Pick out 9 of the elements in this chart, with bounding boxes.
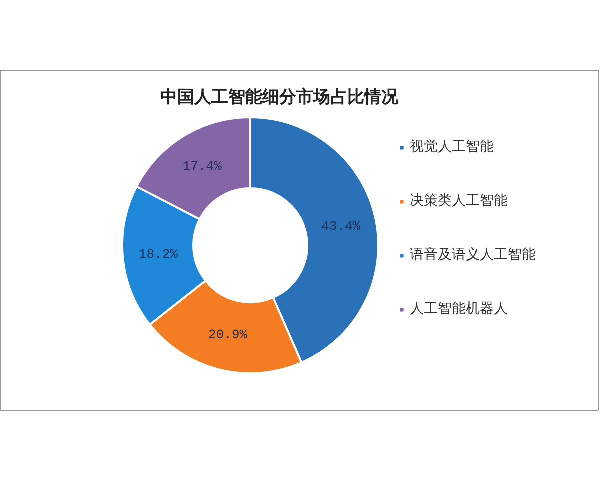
legend-label: 决策类人工智能 bbox=[410, 192, 508, 210]
data-label: 43.4% bbox=[322, 219, 361, 234]
legend-label: 语音及语义人工智能 bbox=[410, 246, 536, 264]
legend-label: 人工智能机器人 bbox=[410, 300, 508, 318]
legend-label: 视觉人工智能 bbox=[410, 138, 494, 156]
data-label: 17.4% bbox=[182, 159, 222, 174]
chart-title: 中国人工智能细分市场占比情况 bbox=[160, 88, 400, 108]
data-label: 18.2% bbox=[138, 246, 178, 262]
data-label: 20.9% bbox=[208, 328, 248, 343]
